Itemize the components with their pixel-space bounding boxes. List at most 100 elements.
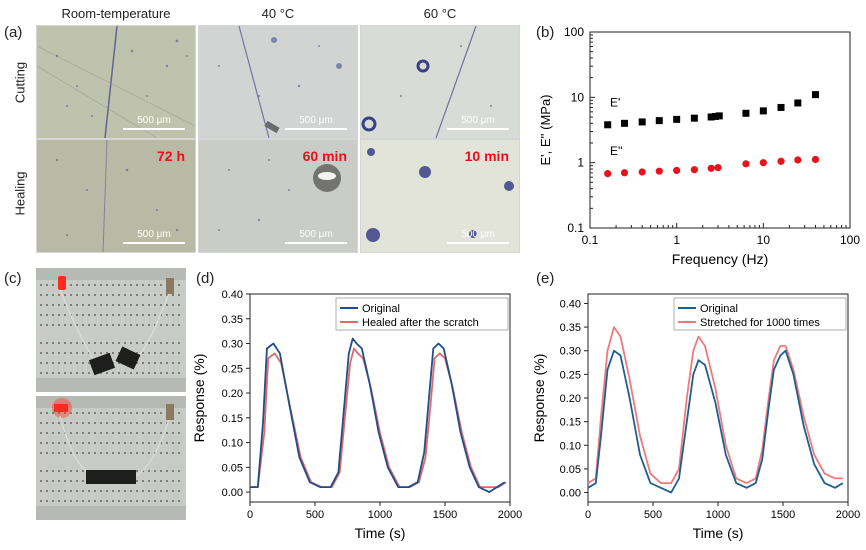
chart-e-stretched-response: 0 500 1000 1500 2000 0.00 0.05 0.10 0.15 0.20 0.25… [531,293,860,541]
y-tick-label: 0.00 [560,488,581,500]
breadboard-hole [142,490,144,492]
breadboard-hole [154,480,156,482]
breadboard-hole [88,442,90,444]
breadboard-hole [52,480,54,482]
breadboard-hole [112,284,114,286]
breadboard-hole [94,294,96,296]
breadboard-hole [76,470,78,472]
micrograph-texture [37,140,195,252]
breadboard-hole [118,490,120,492]
breadboard-hole [154,294,156,296]
y-tick-label: 0.20 [222,388,243,400]
breadboard-hole [70,304,72,306]
breadboard-hole [154,372,156,374]
breadboard-hole [172,342,174,344]
breadboard-hole [88,342,90,344]
breadboard-hole [82,284,84,286]
y-tick-label: 0.25 [560,369,581,381]
breadboard-hole [124,294,126,296]
legend-box [673,297,847,331]
breadboard-hole [130,294,132,296]
breadboard-hole [40,470,42,472]
breadboard-hole [172,362,174,364]
breadboard-hole [166,352,168,354]
series-line-original [587,349,844,494]
y-tick-label: 0.20 [560,393,581,405]
breadboard-hole [40,294,42,296]
breadboard-hole [64,490,66,492]
series-label-e-prime: E' [610,96,620,110]
breadboard-hole [130,372,132,374]
breadboard-hole [64,372,66,374]
breadboard-hole [40,284,42,286]
breadboard-hole [64,452,66,454]
breadboard-hole [148,314,150,316]
breadboard-hole [118,500,120,502]
breadboard-hole [160,294,162,296]
breadboard-hole [160,362,162,364]
breadboard-hole [142,362,144,364]
breadboard-hole [112,442,114,444]
micrograph-texture [37,26,195,138]
breadboard-hole [100,314,102,316]
breadboard-hole [136,490,138,492]
breadboard-hole [142,352,144,354]
x-tick-label: 0 [247,509,253,521]
data-point-e-prime [620,119,628,127]
breadboard-hole [124,304,126,306]
breadboard-hole [64,304,66,306]
breadboard-hole [76,294,78,296]
breadboard-hole [124,412,126,414]
breadboard-hole [136,452,138,454]
breadboard-hole [40,352,42,354]
breadboard-hole [100,490,102,492]
data-point-e-prime [638,118,646,126]
x-tick-label: 1500 [771,509,795,521]
breadboard-hole [46,422,48,424]
breadboard-hole [100,352,102,354]
breadboard-hole [148,304,150,306]
breadboard-hole [70,342,72,344]
breadboard-hole [58,412,60,414]
breadboard-hole [136,352,138,354]
breadboard-hole [46,480,48,482]
breadboard-hole [100,452,102,454]
breadboard-hole [148,294,150,296]
breadboard-hole [142,324,144,326]
breadboard-hole [178,372,180,374]
breadboard-hole [118,342,120,344]
breadboard-hole [112,304,114,306]
breadboard-hole [160,500,162,502]
breadboard-hole [82,480,84,482]
x-tick-label: 500 [306,509,324,521]
y-tick-label: 0.40 [560,298,581,310]
breadboard-hole [70,452,72,454]
breadboard-hole [100,304,102,306]
breadboard-hole [70,352,72,354]
breadboard-hole [70,490,72,492]
breadboard-hole [154,342,156,344]
y-tick-label: 0.30 [560,346,581,358]
breadboard-hole [112,500,114,502]
breadboard-hole [148,352,150,354]
data-point-e-prime [715,112,723,120]
breadboard-hole [76,324,78,326]
breadboard-hole [76,412,78,414]
scale-bar: 500 μm [447,229,509,244]
breadboard-hole [70,470,72,472]
breadboard-hole [64,480,66,482]
breadboard-hole [178,442,180,444]
breadboard-hole [88,352,90,354]
breadboard-hole [82,362,84,364]
breadboard-hole [40,372,42,374]
breadboard-hole [94,304,96,306]
breadboard-hole [166,442,168,444]
breadboard-hole [106,422,108,424]
breadboard-hole [64,342,66,344]
breadboard-hole [58,500,60,502]
panel-label-b: (b) [536,24,555,41]
breadboard-hole [52,432,54,434]
breadboard-hole [46,284,48,286]
breadboard-hole [136,304,138,306]
breadboard-hole [136,470,138,472]
